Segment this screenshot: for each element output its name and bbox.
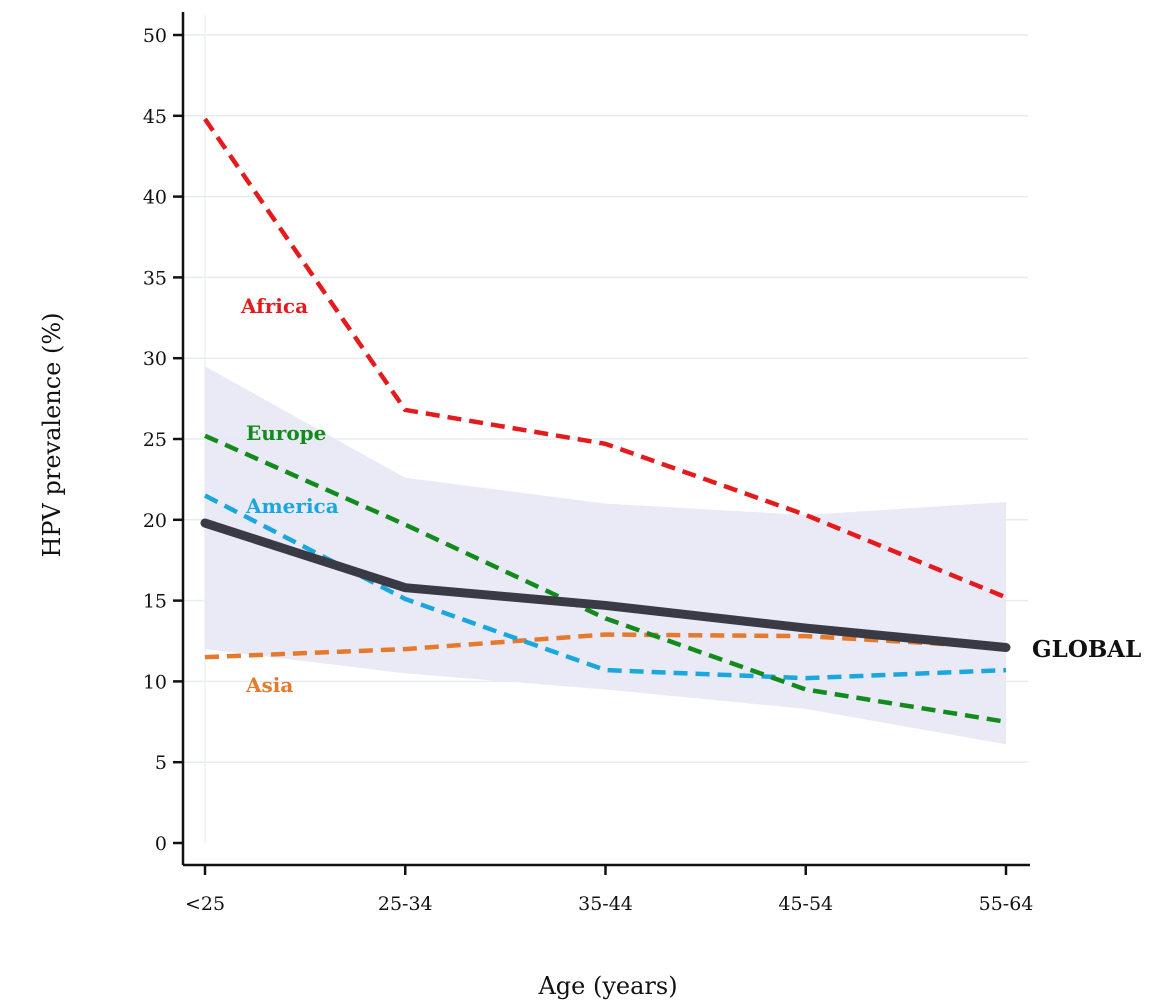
series-line-america	[203, 493, 1007, 681]
series-label-europe: Europe	[246, 421, 326, 445]
y-tick-label-5: 5	[155, 752, 167, 774]
x-tick-label-2: 35-44	[578, 893, 633, 915]
series-layer	[200, 117, 1011, 725]
series-line-europe	[204, 433, 1007, 725]
y-tick-label-0: 0	[155, 833, 167, 855]
series-label-africa: Africa	[240, 294, 308, 318]
y-tick-label-45: 45	[143, 106, 167, 128]
y-tick-label-15: 15	[143, 591, 167, 613]
y-tick-label-10: 10	[143, 671, 167, 693]
y-axis-title: HPV prevalence (%)	[38, 312, 66, 557]
x-tick-label-3: 45-54	[778, 893, 833, 915]
y-tick-label-50: 50	[143, 25, 167, 47]
series-line-africa	[203, 117, 1007, 600]
series-label-global: GLOBAL	[1032, 636, 1141, 663]
y-tick-label-25: 25	[143, 429, 167, 451]
x-tick-label-4: 55-64	[979, 893, 1034, 915]
y-tick-label-40: 40	[143, 187, 167, 209]
label-layer: Africa Europe America Asia GLOBAL	[240, 294, 1141, 697]
series-line-asia	[204, 632, 1007, 660]
x-axis-title: Age (years)	[537, 972, 677, 1000]
y-tick-label-20: 20	[143, 510, 167, 532]
axis-layer: 0 5 10 15 20 25 30 35 40 45 50 <25 25-34 35-44 45-54 55…	[143, 12, 1034, 915]
y-tick-label-30: 30	[143, 348, 167, 370]
x-tick-label-1: 25-34	[378, 893, 433, 915]
series-line-global	[200, 518, 1011, 652]
series-label-america: America	[245, 494, 339, 518]
x-tick-label-0: <25	[185, 893, 225, 915]
y-tick-label-35: 35	[143, 267, 167, 289]
series-label-asia: Asia	[245, 673, 293, 697]
